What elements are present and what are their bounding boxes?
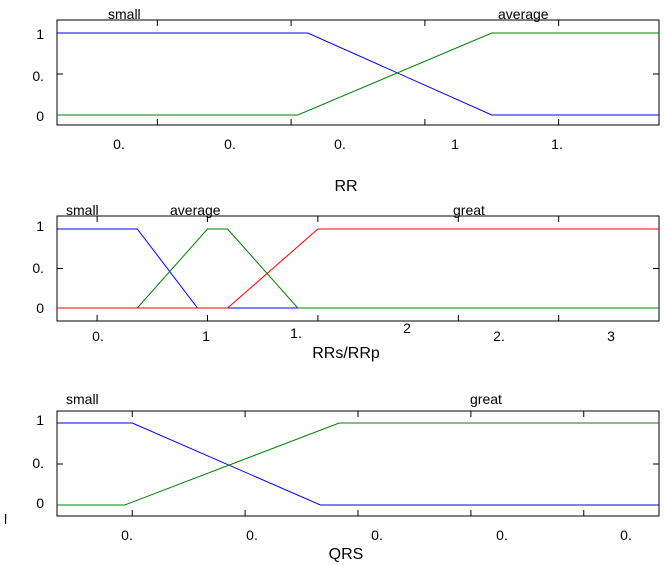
rr-y-tick-label-1: 1 bbox=[36, 26, 44, 42]
qrs-x-axis-title: QRS bbox=[329, 546, 364, 563]
rrs-rrp-y-tick-label-mid: 0. bbox=[32, 260, 44, 276]
rr-x-axis-title: RR bbox=[334, 178, 357, 195]
rrs-rrp-x-tick-label: 2 bbox=[403, 320, 411, 336]
rrs-rrp-membership-chart: small average great 1 0. 0 0. 1 1. 2 2. … bbox=[32, 202, 660, 362]
rr-x-tick-label: 1 bbox=[451, 136, 459, 152]
qrs-x-tick-label: 0. bbox=[246, 527, 258, 543]
qrs-y-tick-label-1: 1 bbox=[36, 412, 44, 428]
rrs-rrp-plot-frame bbox=[56, 215, 660, 322]
qrs-term-label-small: small bbox=[66, 391, 99, 407]
rrs-rrp-term-label-great: great bbox=[453, 202, 485, 218]
rr-series-small-line bbox=[57, 32, 659, 116]
qrs-x-tick-label: 0. bbox=[121, 527, 133, 543]
qrs-x-tick-label: 0. bbox=[620, 527, 632, 543]
rrs-rrp-x-tick-label: 0. bbox=[92, 328, 104, 344]
rr-membership-chart: small average 1 0. 0 0. 0. 0. 1 1. RR bbox=[32, 6, 660, 195]
rrs-rrp-x-tick-label: 3 bbox=[607, 328, 615, 344]
rr-y-tick-label-mid: 0. bbox=[32, 68, 44, 84]
rrs-rrp-term-label-average: average bbox=[170, 202, 221, 218]
rrs-rrp-x-tick-label: 2. bbox=[493, 328, 505, 344]
rr-series-average-line bbox=[57, 32, 659, 116]
qrs-x-tick-label: 0. bbox=[371, 527, 383, 543]
qrs-plot-frame bbox=[56, 410, 660, 517]
qrs-membership-chart: small great 1 0. 0 0. 0. 0. 0. 0. QRS bbox=[32, 391, 660, 563]
rr-term-label-average: average bbox=[498, 6, 549, 22]
rr-x-tick-label: 0. bbox=[224, 136, 236, 152]
stray-mark-glyph: l bbox=[4, 511, 7, 527]
rr-term-label-small: small bbox=[108, 6, 141, 22]
qrs-series-small-line bbox=[57, 422, 659, 506]
rr-x-tick-label: 1. bbox=[551, 136, 563, 152]
qrs-y-tick-label-0: 0 bbox=[36, 495, 44, 511]
qrs-term-label-great: great bbox=[470, 391, 502, 407]
qrs-series-great-line bbox=[57, 422, 659, 506]
rrs-rrp-y-tick-label-0: 0 bbox=[36, 300, 44, 316]
rr-x-tick-label: 0. bbox=[334, 136, 346, 152]
rr-plot-frame bbox=[56, 19, 660, 126]
rrs-rrp-series-average-line bbox=[57, 228, 659, 309]
rrs-rrp-x-axis-title: RRs/RRp bbox=[312, 345, 380, 362]
rrs-rrp-x-tick-label: 1 bbox=[202, 328, 210, 344]
rrs-rrp-y-tick-label-1: 1 bbox=[36, 218, 44, 234]
rrs-rrp-term-label-small: small bbox=[66, 202, 99, 218]
rrs-rrp-series-great-line bbox=[57, 228, 659, 309]
rrs-rrp-x-tick-label: 1. bbox=[290, 325, 302, 341]
rr-x-tick-label: 0. bbox=[113, 136, 125, 152]
rr-y-tick-label-0: 0 bbox=[36, 108, 44, 124]
qrs-y-tick-label-mid: 0. bbox=[32, 455, 44, 471]
qrs-x-tick-label: 0. bbox=[496, 527, 508, 543]
